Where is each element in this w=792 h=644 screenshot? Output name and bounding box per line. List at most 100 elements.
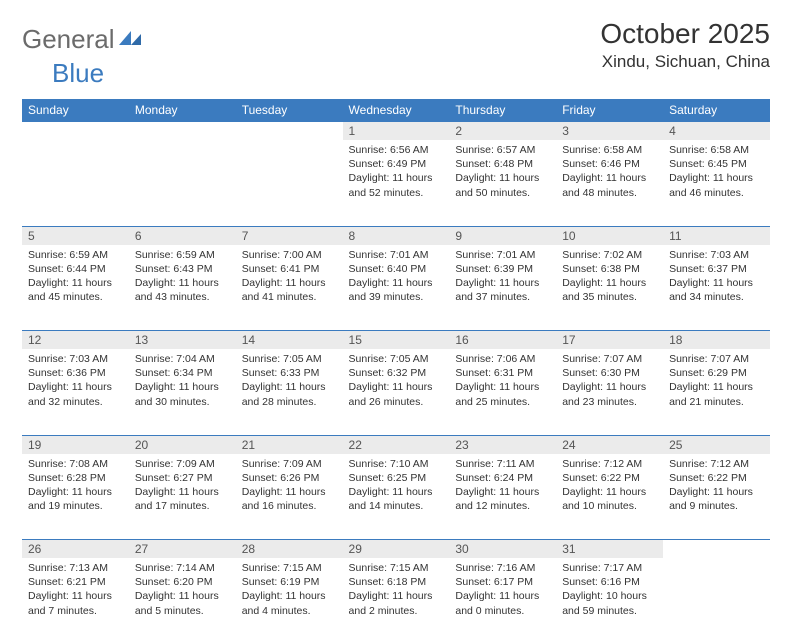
daylight-text: Daylight: 11 hours and 14 minutes. <box>349 485 444 513</box>
day-content: Sunrise: 6:57 AMSunset: 6:48 PMDaylight:… <box>449 140 556 206</box>
day-number: 6 <box>129 227 236 245</box>
daylight-text: Daylight: 11 hours and 46 minutes. <box>669 171 764 199</box>
day-number: 5 <box>22 227 129 245</box>
day-content-cell: Sunrise: 7:10 AMSunset: 6:25 PMDaylight:… <box>343 454 450 540</box>
day-content-cell: Sunrise: 6:58 AMSunset: 6:46 PMDaylight:… <box>556 140 663 226</box>
day-number-cell: 10 <box>556 226 663 245</box>
weekday-header: Tuesday <box>236 99 343 122</box>
day-content: Sunrise: 7:06 AMSunset: 6:31 PMDaylight:… <box>449 349 556 415</box>
sunset-text: Sunset: 6:25 PM <box>349 471 444 485</box>
day-content: Sunrise: 7:15 AMSunset: 6:19 PMDaylight:… <box>236 558 343 624</box>
daynum-row: 12131415161718 <box>22 331 770 350</box>
sunset-text: Sunset: 6:32 PM <box>349 366 444 380</box>
sunset-text: Sunset: 6:30 PM <box>562 366 657 380</box>
sunrise-text: Sunrise: 7:03 AM <box>669 248 764 262</box>
day-content: Sunrise: 7:05 AMSunset: 6:33 PMDaylight:… <box>236 349 343 415</box>
daylight-text: Daylight: 11 hours and 43 minutes. <box>135 276 230 304</box>
day-number-cell: 11 <box>663 226 770 245</box>
day-number-cell: 29 <box>343 540 450 559</box>
day-content-cell: Sunrise: 7:16 AMSunset: 6:17 PMDaylight:… <box>449 558 556 644</box>
sunset-text: Sunset: 6:40 PM <box>349 262 444 276</box>
day-number-cell: 30 <box>449 540 556 559</box>
day-content: Sunrise: 7:13 AMSunset: 6:21 PMDaylight:… <box>22 558 129 624</box>
sunrise-text: Sunrise: 7:03 AM <box>28 352 123 366</box>
empty-daycontent <box>129 140 236 149</box>
day-number-cell: 19 <box>22 435 129 454</box>
sunrise-text: Sunrise: 7:06 AM <box>455 352 550 366</box>
day-number: 4 <box>663 122 770 140</box>
sunset-text: Sunset: 6:43 PM <box>135 262 230 276</box>
sunrise-text: Sunrise: 6:56 AM <box>349 143 444 157</box>
daylight-text: Daylight: 11 hours and 52 minutes. <box>349 171 444 199</box>
day-number: 21 <box>236 436 343 454</box>
day-number: 1 <box>343 122 450 140</box>
day-content-cell: Sunrise: 7:17 AMSunset: 6:16 PMDaylight:… <box>556 558 663 644</box>
day-number: 7 <box>236 227 343 245</box>
day-number: 24 <box>556 436 663 454</box>
day-number-cell: 6 <box>129 226 236 245</box>
sunset-text: Sunset: 6:44 PM <box>28 262 123 276</box>
sunrise-text: Sunrise: 7:17 AM <box>562 561 657 575</box>
day-content-cell: Sunrise: 7:00 AMSunset: 6:41 PMDaylight:… <box>236 245 343 331</box>
daylight-text: Daylight: 11 hours and 45 minutes. <box>28 276 123 304</box>
day-content: Sunrise: 7:16 AMSunset: 6:17 PMDaylight:… <box>449 558 556 624</box>
day-content-cell: Sunrise: 6:57 AMSunset: 6:48 PMDaylight:… <box>449 140 556 226</box>
sunrise-text: Sunrise: 7:10 AM <box>349 457 444 471</box>
day-content-cell: Sunrise: 7:06 AMSunset: 6:31 PMDaylight:… <box>449 349 556 435</box>
daylight-text: Daylight: 11 hours and 41 minutes. <box>242 276 337 304</box>
sunset-text: Sunset: 6:20 PM <box>135 575 230 589</box>
day-content-cell: Sunrise: 7:13 AMSunset: 6:21 PMDaylight:… <box>22 558 129 644</box>
daylight-text: Daylight: 11 hours and 5 minutes. <box>135 589 230 617</box>
day-number: 13 <box>129 331 236 349</box>
sunset-text: Sunset: 6:34 PM <box>135 366 230 380</box>
day-content: Sunrise: 7:17 AMSunset: 6:16 PMDaylight:… <box>556 558 663 624</box>
daylight-text: Daylight: 11 hours and 34 minutes. <box>669 276 764 304</box>
day-content: Sunrise: 7:01 AMSunset: 6:39 PMDaylight:… <box>449 245 556 311</box>
day-content: Sunrise: 6:58 AMSunset: 6:45 PMDaylight:… <box>663 140 770 206</box>
day-number: 27 <box>129 540 236 558</box>
day-number-cell: 20 <box>129 435 236 454</box>
day-number: 9 <box>449 227 556 245</box>
day-number-cell: 24 <box>556 435 663 454</box>
weekday-header: Wednesday <box>343 99 450 122</box>
day-number: 31 <box>556 540 663 558</box>
sunset-text: Sunset: 6:26 PM <box>242 471 337 485</box>
day-number-cell: 13 <box>129 331 236 350</box>
day-number: 14 <box>236 331 343 349</box>
sunrise-text: Sunrise: 7:00 AM <box>242 248 337 262</box>
weekday-header: Sunday <box>22 99 129 122</box>
day-number: 25 <box>663 436 770 454</box>
day-content: Sunrise: 7:12 AMSunset: 6:22 PMDaylight:… <box>663 454 770 520</box>
sunset-text: Sunset: 6:22 PM <box>669 471 764 485</box>
calendar-table: Sunday Monday Tuesday Wednesday Thursday… <box>22 99 770 644</box>
sunset-text: Sunset: 6:45 PM <box>669 157 764 171</box>
sunset-text: Sunset: 6:29 PM <box>669 366 764 380</box>
month-title: October 2025 <box>600 18 770 50</box>
day-content: Sunrise: 6:58 AMSunset: 6:46 PMDaylight:… <box>556 140 663 206</box>
day-number-cell <box>236 122 343 141</box>
day-content: Sunrise: 7:07 AMSunset: 6:30 PMDaylight:… <box>556 349 663 415</box>
sunrise-text: Sunrise: 7:05 AM <box>349 352 444 366</box>
sunrise-text: Sunrise: 7:15 AM <box>242 561 337 575</box>
day-content-cell <box>129 140 236 226</box>
day-content-cell: Sunrise: 7:07 AMSunset: 6:29 PMDaylight:… <box>663 349 770 435</box>
sunrise-text: Sunrise: 7:12 AM <box>562 457 657 471</box>
day-content: Sunrise: 7:01 AMSunset: 6:40 PMDaylight:… <box>343 245 450 311</box>
day-number: 20 <box>129 436 236 454</box>
sunrise-text: Sunrise: 7:01 AM <box>455 248 550 262</box>
day-content: Sunrise: 7:02 AMSunset: 6:38 PMDaylight:… <box>556 245 663 311</box>
daynum-row: 567891011 <box>22 226 770 245</box>
sunset-text: Sunset: 6:27 PM <box>135 471 230 485</box>
daylight-text: Daylight: 11 hours and 23 minutes. <box>562 380 657 408</box>
day-content: Sunrise: 7:12 AMSunset: 6:22 PMDaylight:… <box>556 454 663 520</box>
empty-daynum <box>129 122 236 140</box>
day-content: Sunrise: 7:03 AMSunset: 6:37 PMDaylight:… <box>663 245 770 311</box>
day-number-cell: 21 <box>236 435 343 454</box>
empty-daynum <box>236 122 343 140</box>
day-content: Sunrise: 6:56 AMSunset: 6:49 PMDaylight:… <box>343 140 450 206</box>
sunset-text: Sunset: 6:38 PM <box>562 262 657 276</box>
sunrise-text: Sunrise: 7:05 AM <box>242 352 337 366</box>
day-number: 16 <box>449 331 556 349</box>
sunrise-text: Sunrise: 7:13 AM <box>28 561 123 575</box>
day-number: 19 <box>22 436 129 454</box>
